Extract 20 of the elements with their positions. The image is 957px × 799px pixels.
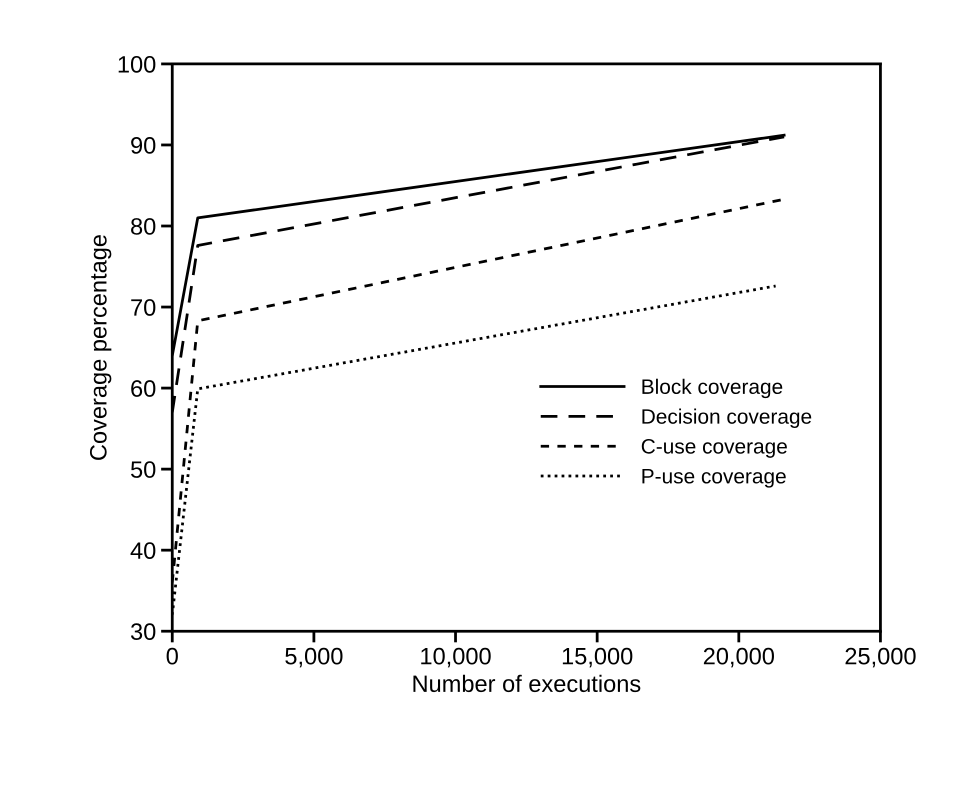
legend-label: Decision coverage [642, 408, 812, 428]
x-tick-label: 15,000 [562, 648, 632, 668]
x-tick-label: 20,000 [704, 648, 774, 668]
x-tick-label: 10,000 [421, 648, 491, 668]
y-tick-label: 80 [131, 218, 156, 235]
x-axis-title: Number of executions [413, 674, 640, 692]
y-tick-label: 60 [131, 380, 156, 397]
y-axis-title: Coverage percentage [90, 235, 112, 460]
x-tick-label: 5,000 [285, 648, 343, 668]
x-tick-label: 25,000 [846, 648, 916, 668]
y-tick-label: 90 [131, 137, 156, 154]
legend-label: P-use coverage [642, 469, 786, 488]
legend-label: C-use coverage [642, 438, 787, 458]
legend-label: Block coverage [642, 378, 782, 398]
x-tick-label: 0 [166, 648, 178, 665]
y-tick-label: 70 [131, 299, 156, 316]
y-tick-label: 30 [130, 623, 156, 640]
y-tick-label: 40 [130, 542, 156, 559]
y-tick-label: 50 [130, 461, 156, 478]
y-tick-label: 100 [118, 56, 156, 73]
